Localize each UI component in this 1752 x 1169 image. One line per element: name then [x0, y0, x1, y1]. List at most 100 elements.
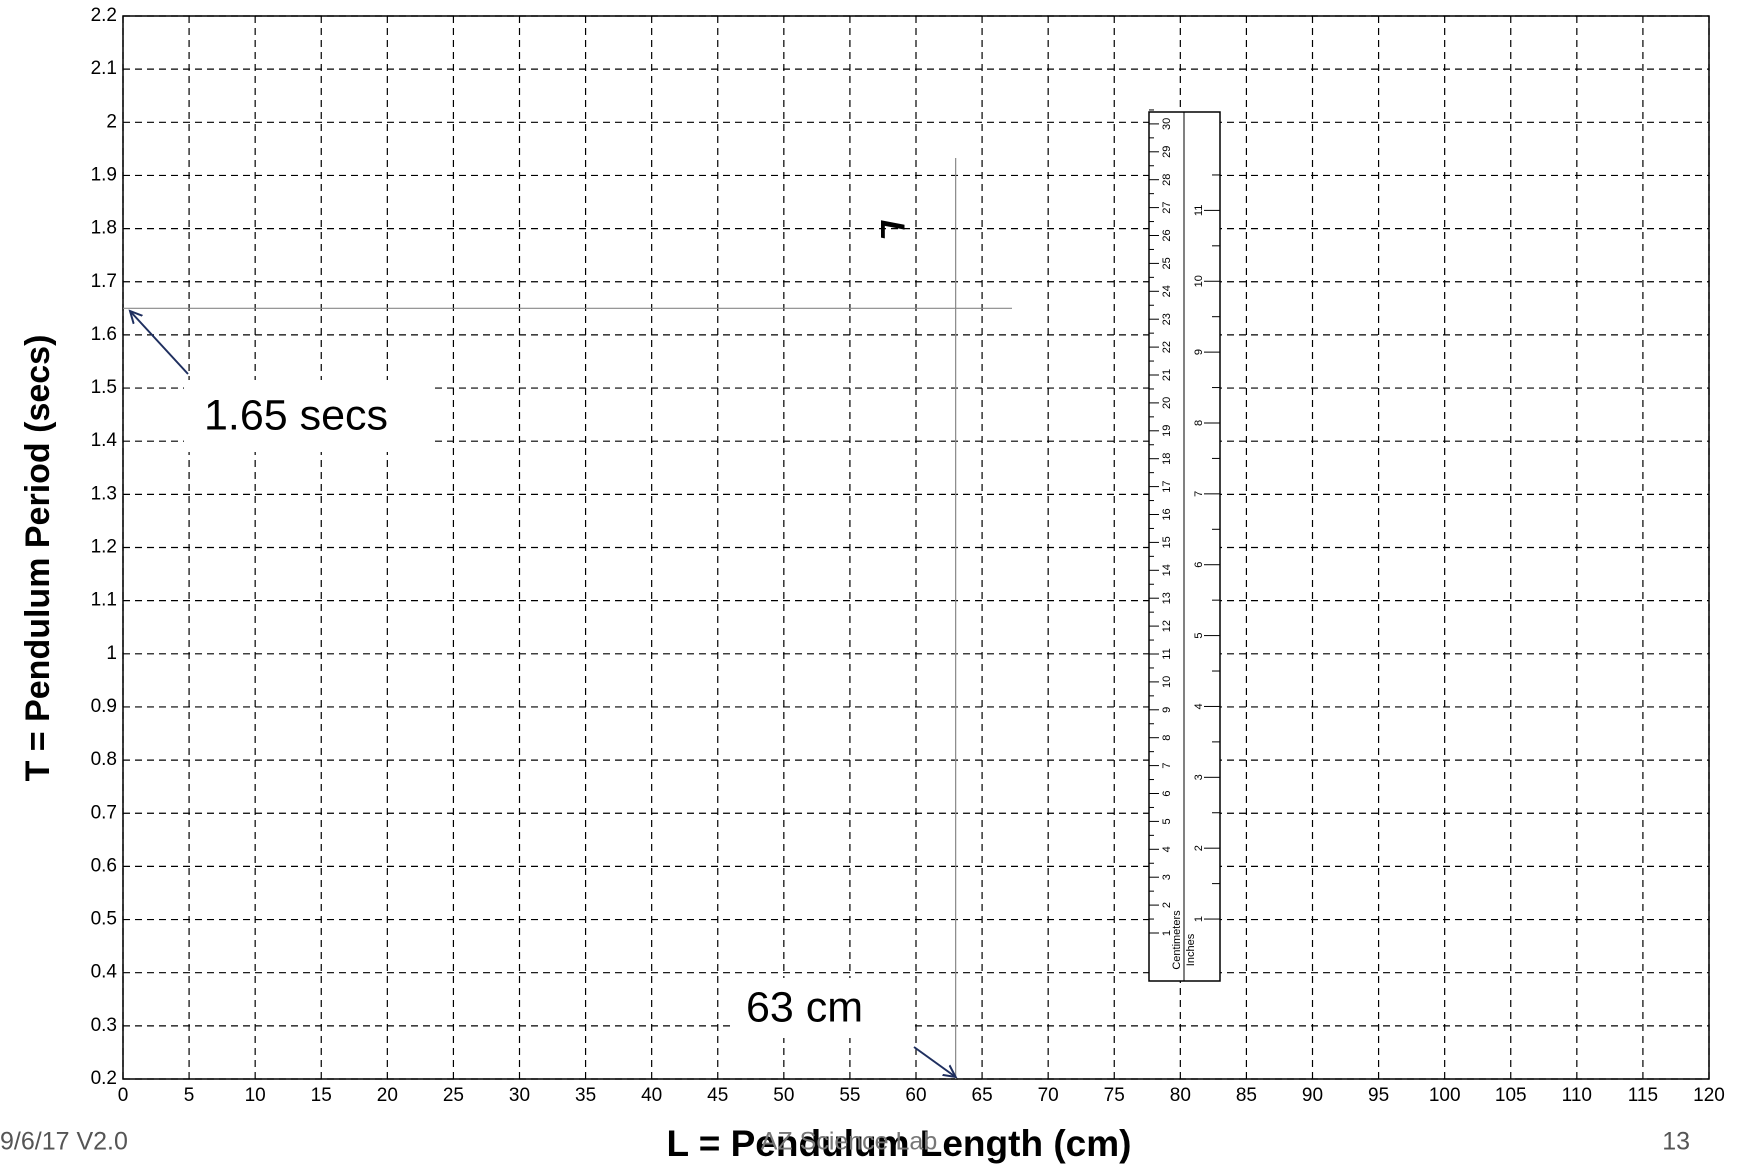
ruler-inch-label: 6 [1193, 562, 1205, 568]
ruler-cm-label: 24 [1161, 285, 1173, 297]
x-tick-label: 70 [1038, 1085, 1059, 1106]
ruler-cm-caption: Centimeters [1171, 910, 1183, 970]
x-tick-label: 90 [1302, 1085, 1323, 1106]
y-tick-label: 1.9 [91, 164, 117, 185]
x-tick-label: 80 [1170, 1085, 1191, 1106]
y-tick-label: 1.2 [91, 537, 117, 558]
y-tick-label: 0.9 [91, 696, 117, 717]
ruler-cm-label: 26 [1161, 229, 1173, 241]
y-tick-label: 0.8 [91, 749, 117, 770]
y-tick-label: 2 [106, 111, 117, 132]
annotation-label: 63 cm [746, 983, 863, 1031]
ruler-cm-label: 20 [1161, 397, 1173, 409]
y-tick-label: 0.4 [91, 962, 118, 983]
x-tick-label: 40 [641, 1085, 662, 1106]
y-tick-label: 0.2 [91, 1068, 117, 1089]
y-tick-label: 1.4 [91, 430, 118, 451]
x-tick-label: 120 [1693, 1085, 1725, 1106]
x-tick-label: 20 [377, 1085, 398, 1106]
x-tick-label: 95 [1368, 1085, 1389, 1106]
x-tick-label: 15 [311, 1085, 332, 1106]
label-box [184, 380, 430, 452]
ruler-cm-label: 16 [1161, 508, 1173, 520]
ruler-cm-label: 19 [1161, 425, 1173, 437]
x-tick-label: 35 [575, 1085, 596, 1106]
ruler-cm-label: 3 [1161, 874, 1173, 880]
x-tick-label: 5 [184, 1085, 195, 1106]
ruler-cm-label: 22 [1161, 341, 1173, 353]
x-tick-label: 30 [509, 1085, 530, 1106]
ruler-inch-label: 3 [1193, 774, 1205, 780]
x-tick-label: 110 [1562, 1085, 1592, 1106]
x-tick-label: 45 [707, 1085, 728, 1106]
ruler-cm-label: 5 [1161, 818, 1173, 824]
y-tick-label: 0.7 [91, 802, 117, 823]
ruler-cm-label: 21 [1161, 369, 1173, 381]
x-tick-label: 55 [839, 1085, 860, 1106]
y-tick-label: 0.5 [91, 909, 117, 930]
label-box [731, 978, 911, 1038]
ruler-cm-label: 15 [1161, 536, 1173, 548]
ruler-cm-label: 23 [1161, 313, 1173, 325]
ruler-inch-caption: Inches [1185, 933, 1197, 966]
ruler: 1234567891011121314151617181920212223242… [1148, 109, 1221, 982]
x-axis-label: L = Pendulum Length (cm) [667, 1123, 1132, 1164]
footer-date: 9/6/17 V2.0 [0, 1128, 128, 1156]
ruler-inch-label: 8 [1193, 420, 1205, 426]
ruler-cm-label: 9 [1161, 707, 1173, 713]
ruler-cm-label: 29 [1161, 146, 1173, 158]
ruler-cm-label: 27 [1161, 201, 1173, 213]
x-tick-label: 75 [1104, 1085, 1125, 1106]
x-tick-label: 100 [1429, 1085, 1461, 1106]
x-tick-label: 10 [245, 1085, 266, 1106]
page-number: 13 [1662, 1128, 1690, 1156]
ruler-cm-label: 28 [1161, 174, 1173, 186]
y-tick-label: 1.6 [91, 324, 117, 345]
y-tick-label: 2.2 [91, 5, 117, 26]
ruler-inch-label: 1 [1193, 916, 1205, 922]
ruler-cm-label: 2 [1161, 902, 1173, 908]
ruler-cm-label: 4 [1161, 846, 1173, 852]
ruler-inch-label: 4 [1193, 703, 1205, 709]
y-tick-label: 0.3 [91, 1015, 117, 1036]
ruler-cm-label: 1 [1161, 930, 1173, 936]
x-tick-label: 0 [118, 1085, 129, 1106]
x-tick-label: 50 [773, 1085, 794, 1106]
ruler-inch-label: 7 [1193, 491, 1205, 497]
ruler-cm-label: 12 [1161, 620, 1173, 632]
y-tick-label: 1 [106, 643, 117, 664]
ruler-inch-label: 5 [1193, 633, 1205, 639]
x-tick-label: 85 [1236, 1085, 1257, 1106]
ruler-cm-label: 8 [1161, 735, 1173, 741]
x-tick-label: 105 [1495, 1085, 1527, 1106]
annotation-label: 1.65 secs [204, 391, 388, 439]
annotation-arrow [913, 1046, 956, 1077]
annotation-arrow [130, 311, 189, 375]
ruler-cm-label: 25 [1161, 257, 1173, 269]
ruler-inch-label: 2 [1193, 845, 1205, 851]
footer-center: AZ Science Lab [761, 1128, 938, 1156]
y-axis-label: T = Pendulum Period (secs) [19, 335, 57, 782]
y-tick-label: 1.3 [91, 483, 117, 504]
ruler-cm-label: 7 [1161, 763, 1173, 769]
ruler-cm-label: 13 [1161, 592, 1173, 604]
ruler-cm-label: 30 [1161, 118, 1173, 130]
ruler-cm-label: 11 [1161, 648, 1173, 659]
x-tick-label: 115 [1628, 1085, 1658, 1106]
x-tick-label: 25 [443, 1085, 464, 1106]
y-tick-label: 2.1 [91, 58, 117, 79]
y-tick-label: 1.5 [91, 377, 117, 398]
y-tick-label: 1.8 [91, 218, 117, 239]
y-tick-label: 1.7 [91, 271, 117, 292]
y-tick-label: 1.1 [91, 590, 117, 611]
ruler-inch-label: 9 [1193, 349, 1205, 355]
rotated-label: L [873, 220, 911, 241]
ruler-cm-label: 10 [1161, 676, 1173, 688]
x-tick-label: 60 [905, 1085, 926, 1106]
annotations: 1.65 secs 63 cm L [123, 158, 1012, 1079]
y-tick-label: 0.6 [91, 855, 117, 876]
grid: 0 5 10 15 20 25 30 35 40 45 50 55 60 65 70 75 80 85 90 95 10… [91, 5, 1725, 1106]
x-tick-label: 65 [972, 1085, 993, 1106]
